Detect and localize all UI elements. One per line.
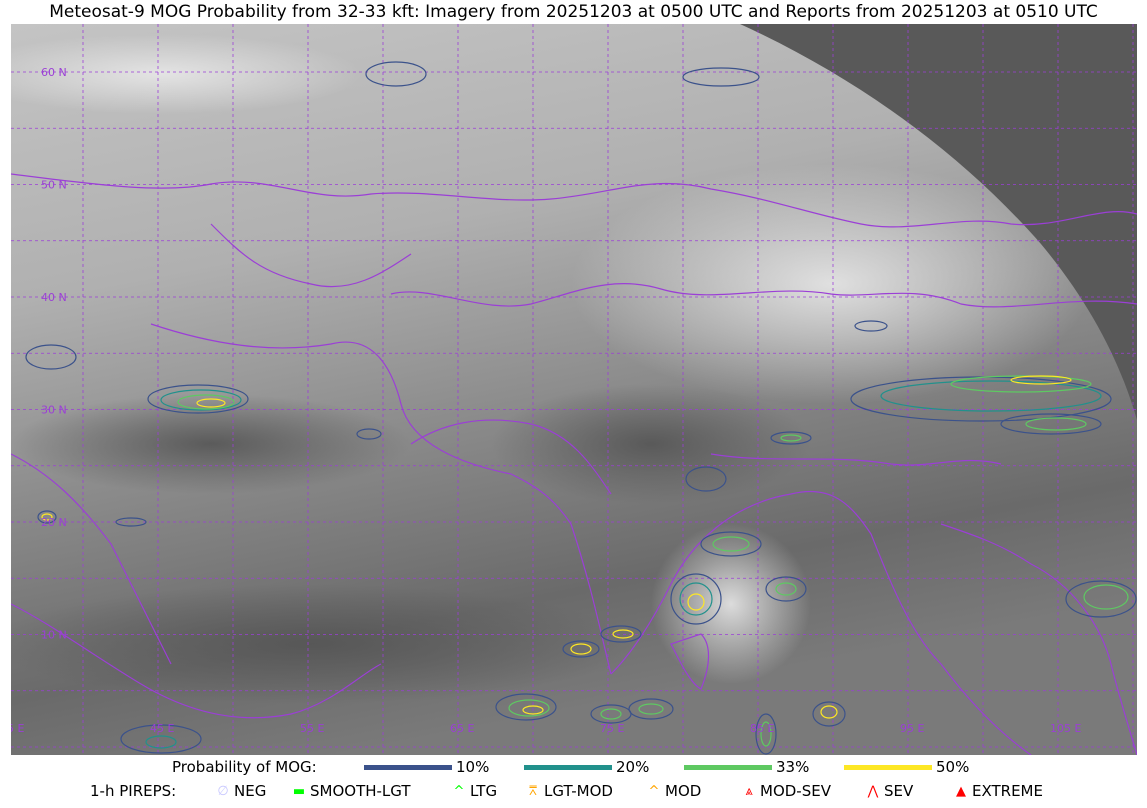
lon-label: 95 E — [900, 722, 924, 735]
pirep-label: MOD-SEV — [760, 782, 831, 800]
mog-legend-item: 33% — [684, 756, 809, 778]
dry-air-region — [11, 394, 411, 494]
legend-swatch — [684, 764, 772, 770]
lon-label: 35 E — [11, 722, 24, 735]
mog-level-label: 10% — [456, 758, 490, 776]
pirep-legend-title: 1-h PIREPS: — [90, 782, 177, 800]
double-caret-bar-icon: ⩓ — [745, 783, 753, 799]
dash-icon: ▬ — [292, 783, 306, 799]
caret-icon: ^ — [453, 783, 465, 799]
dry-air-region — [491, 384, 811, 504]
lat-label: 40 N — [41, 291, 67, 304]
double-caret-icon: ⋀ — [867, 783, 879, 799]
country-borders — [11, 173, 1137, 755]
pirep-label: EXTREME — [972, 782, 1043, 800]
filled-triangle-icon: ▲ — [956, 783, 966, 799]
pirep-legend-item: ∅ NEG — [212, 780, 266, 802]
pirep-legend-item: ⩓ MOD-SEV — [738, 780, 831, 802]
pirep-label: LTG — [470, 782, 498, 800]
lat-label: 60 N — [41, 66, 67, 79]
pirep-legend-item: ⋀ SEV — [862, 780, 914, 802]
satellite-map: 60 N 50 N 40 N 30 N 20 N 10 N 35 E 45 E 55 E 65 E… — [11, 24, 1137, 755]
moist-region — [11, 34, 361, 114]
dry-air-region — [11, 584, 631, 704]
lat-label: 50 N — [41, 179, 67, 192]
moist-region — [651, 524, 811, 684]
pirep-label: LGT-MOD — [544, 782, 613, 800]
pirep-label: MOD — [665, 782, 702, 800]
legend-swatch — [364, 764, 452, 770]
mog-level-label: 50% — [936, 758, 970, 776]
mog-level-label: 33% — [776, 758, 810, 776]
lon-label: 65 E — [450, 722, 474, 735]
moist-region — [571, 164, 1091, 404]
pirep-legend-item: ▲ EXTREME — [950, 780, 1043, 802]
lon-label: 55 E — [300, 722, 324, 735]
null-circle-icon: ∅ — [217, 783, 229, 799]
pirep-label: NEG — [234, 782, 267, 800]
map-title: Meteosat-9 MOG Probability from 32-33 kf… — [49, 2, 1098, 22]
legend-swatch — [524, 764, 612, 770]
mog-legend: Probability of MOG: 10% 20% 33% 50% — [0, 756, 1147, 778]
mog-level-label: 20% — [616, 758, 650, 776]
lon-label: 75 E — [600, 722, 624, 735]
space-outside-disk — [740, 24, 1137, 420]
mog-legend-item: 50% — [844, 756, 969, 778]
mog-legend-item: 20% — [524, 756, 649, 778]
caret-icon: ^ — [648, 783, 660, 799]
lat-label: 10 N — [41, 629, 67, 642]
pirep-label: SMOOTH-LGT — [310, 782, 411, 800]
pirep-legend-item: ▬ SMOOTH-LGT — [288, 780, 411, 802]
mog-contours — [25, 61, 1137, 755]
caret-bar-icon: ⩞ — [529, 783, 537, 799]
lon-label: 45 E — [150, 722, 174, 735]
lon-label: 85 E — [750, 722, 774, 735]
mog-legend-item: 10% — [364, 756, 489, 778]
legend-swatch — [844, 764, 932, 770]
pirep-legend-item: ⩞ LGT-MOD — [522, 780, 613, 802]
mog-legend-title: Probability of MOG: — [172, 758, 317, 776]
pirep-legend-item: ^ LTG — [448, 780, 498, 802]
pirep-legend: 1-h PIREPS: ∅ NEG ▬ SMOOTH-LGT ^ LTG ⩞ LGT-MOD ^… — [0, 780, 1147, 802]
pirep-legend-item: ^ MOD — [643, 780, 702, 802]
lon-label: 105 E — [1050, 722, 1081, 735]
lat-label: 20 N — [41, 516, 67, 529]
pirep-label: SEV — [884, 782, 914, 800]
lat-label: 30 N — [41, 404, 67, 417]
grid-labels: 60 N 50 N 40 N 30 N 20 N 10 N 35 E 45 E 55 E 65 E… — [11, 66, 1081, 735]
